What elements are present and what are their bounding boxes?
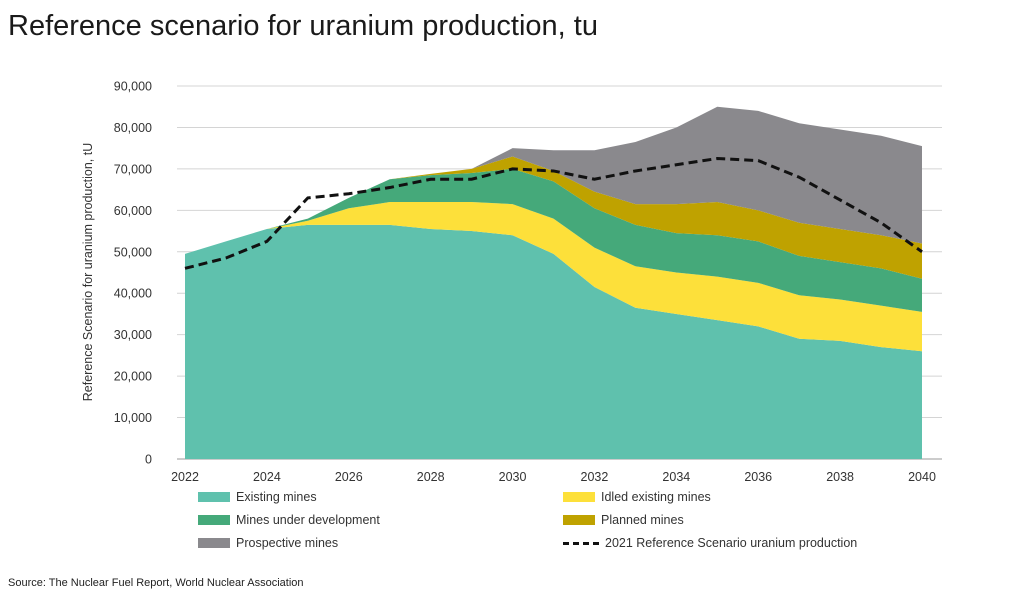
x-tick-label: 2036 [744, 470, 772, 484]
legend-prospective-mines: Prospective mines [198, 536, 338, 550]
y-tick-label: 50,000 [114, 245, 152, 259]
x-tick-label: 2024 [253, 470, 281, 484]
legend-planned-mines: Planned mines [563, 513, 684, 527]
legend-reference-line: 2021 Reference Scenario uranium producti… [563, 536, 857, 550]
legend-dash [563, 541, 599, 545]
x-tick-label: 2040 [908, 470, 936, 484]
legend-label: 2021 Reference Scenario uranium producti… [605, 536, 858, 550]
legend-swatch [198, 538, 230, 548]
y-tick-label: 20,000 [114, 370, 152, 384]
legend-swatch [198, 492, 230, 502]
y-tick-label: 60,000 [114, 204, 152, 218]
x-tick-label: 2030 [499, 470, 527, 484]
legend-label: Mines under development [236, 513, 380, 527]
x-tick-label: 2032 [581, 470, 609, 484]
area-prospective-mines [185, 106, 922, 254]
legend-existing-mines: Existing mines [198, 490, 317, 504]
legend-label: Prospective mines [236, 536, 339, 550]
reference-line-layer [184, 157, 923, 270]
legend-swatch [563, 515, 595, 525]
stacked-areas [185, 106, 922, 459]
y-axis-label: Reference Scenario for uranium productio… [81, 143, 95, 401]
x-tick-labels: 2022 2024 2026 2028 2030 2032 2034 2036 2038 2040 [171, 470, 936, 484]
y-tick-label: 40,000 [114, 287, 152, 301]
reference-scenario-line [184, 157, 923, 270]
y-tick-label: 30,000 [114, 328, 152, 342]
y-tick-label: 90,000 [114, 80, 152, 94]
legend-label: Existing mines [236, 490, 317, 504]
legend-label: Planned mines [601, 513, 684, 527]
legend-label: Idled existing mines [601, 490, 711, 504]
legend-mines-under-development: Mines under development [198, 513, 380, 527]
x-tick-label: 2022 [171, 470, 199, 484]
area-mines-under-development [185, 168, 922, 312]
y-tick-label: 10,000 [114, 411, 152, 425]
x-tick-label: 2026 [335, 470, 363, 484]
source-note: Source: The Nuclear Fuel Report, World N… [8, 577, 304, 589]
y-tick-label: 0 [145, 453, 152, 467]
y-tick-labels: 0 10,000 20,000 30,000 40,000 50,000 60,000 70,… [114, 80, 152, 467]
area-existing-mines [185, 224, 922, 459]
area-idled-existing-mines [185, 202, 922, 352]
x-tick-label: 2028 [417, 470, 445, 484]
legend-idled-existing-mines: Idled existing mines [563, 490, 711, 504]
legend-swatch [198, 515, 230, 525]
y-tick-label: 70,000 [114, 162, 152, 176]
legend-swatch [563, 492, 595, 502]
x-tick-label: 2034 [662, 470, 690, 484]
area-planned-mines [185, 156, 922, 279]
x-tick-label: 2038 [826, 470, 854, 484]
y-tick-label: 80,000 [114, 121, 152, 135]
page-title: Reference scenario for uranium productio… [8, 10, 598, 42]
